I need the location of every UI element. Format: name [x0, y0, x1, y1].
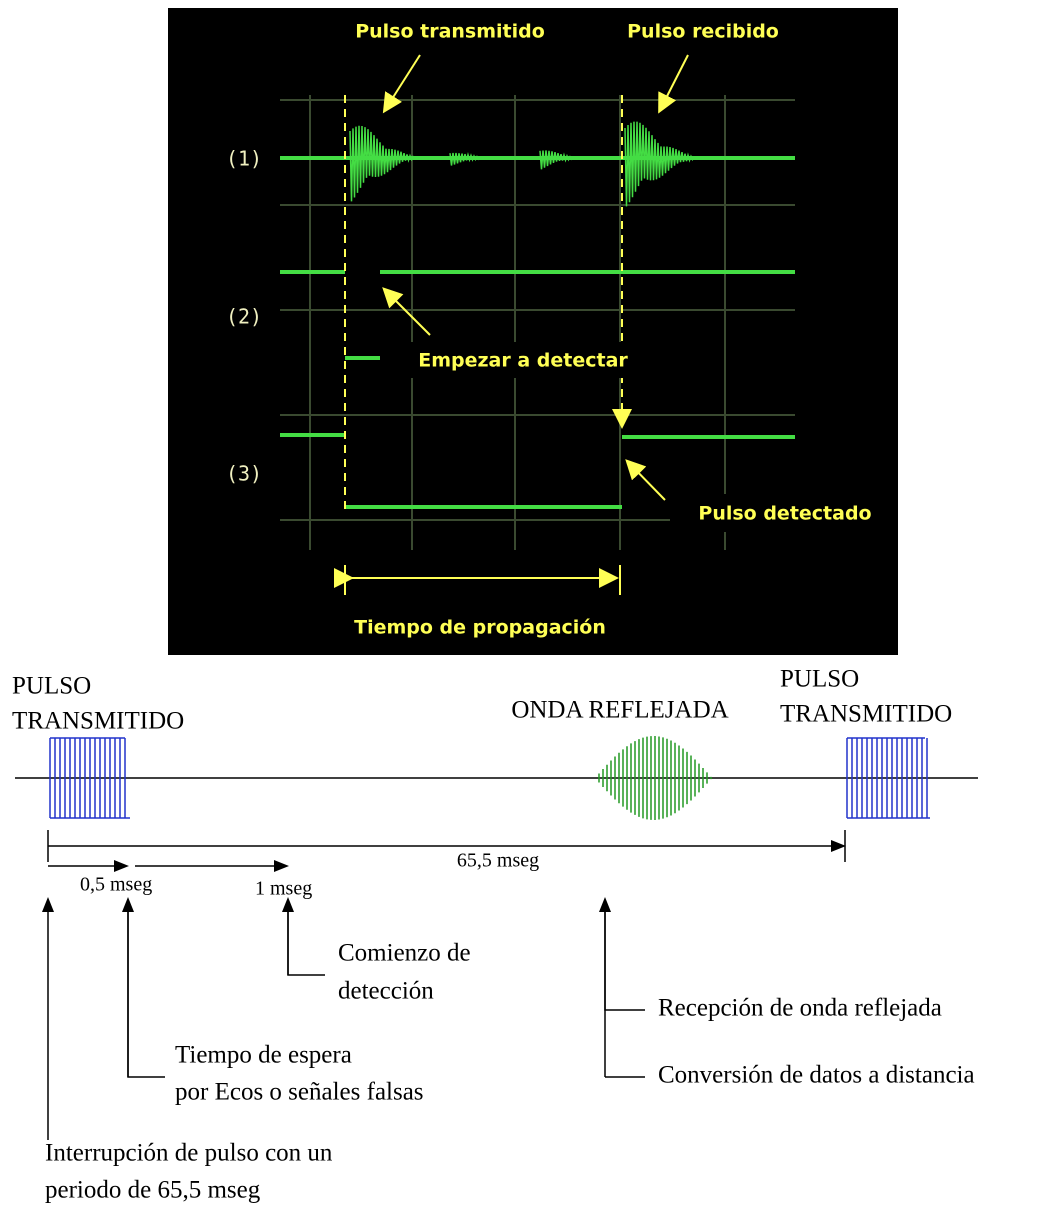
label: Empezar a detectar: [418, 350, 628, 372]
label: Comienzo de: [338, 940, 471, 967]
timing-arrows: [48, 830, 845, 1140]
label: Pulso recibido: [627, 21, 779, 43]
channel-label: (1): [226, 147, 262, 171]
label: 65,5 mseg: [457, 850, 539, 872]
label: por Ecos o señales falsas: [175, 1079, 424, 1106]
channel-label: (3): [226, 462, 262, 486]
channel-label: (2): [226, 305, 262, 329]
label: PULSO: [12, 673, 91, 700]
label: detección: [338, 978, 434, 1005]
diagram: Pulso transmitido Pulso recibido (1) (2)…: [0, 0, 1049, 1207]
label: TRANSMITIDO: [780, 701, 952, 728]
label: Pulso transmitido: [355, 21, 545, 43]
label: Conversión de datos a distancia: [658, 1062, 975, 1089]
label: TRANSMITIDO: [12, 708, 184, 735]
label: Pulso detectado: [698, 503, 871, 525]
label: 0,5 mseg: [80, 874, 152, 896]
label: ONDA REFLEJADA: [511, 697, 728, 724]
label: PULSO: [780, 666, 859, 693]
label: periodo de 65,5 mseg: [45, 1177, 261, 1204]
label: Interrupción de pulso con un: [45, 1140, 333, 1167]
label: Tiempo de propagación: [354, 617, 606, 639]
scope-screen: [168, 8, 898, 655]
label: 1 mseg: [255, 878, 312, 900]
page: {"oscilloscope": { "pulse_transmitted": …: [0, 0, 1049, 1207]
label: Tiempo de espera: [175, 1042, 352, 1069]
label: Recepción de onda reflejada: [658, 995, 942, 1022]
